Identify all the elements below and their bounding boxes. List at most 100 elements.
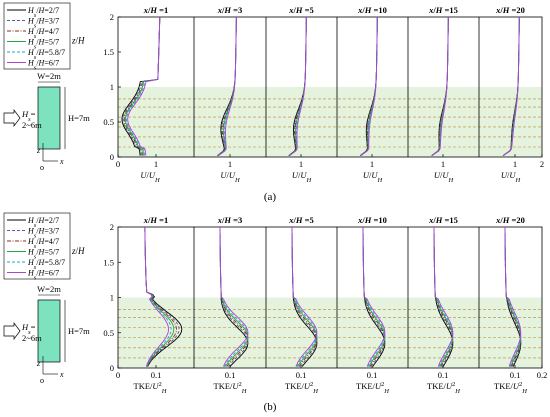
width-label: W=2m xyxy=(37,71,61,81)
series-line xyxy=(431,16,449,156)
x-tick-label: 0 xyxy=(116,159,120,169)
building-schematic-a: W=2m H=7m 2~6m zo x xyxy=(3,71,90,172)
y-tick-label: 0.5 xyxy=(103,117,114,127)
y-tick-label: 0.5 xyxy=(103,328,114,338)
x-label: x xyxy=(59,157,64,166)
x-tick-label: 1 xyxy=(441,159,445,169)
z-label: z xyxy=(36,359,41,368)
x-tick-label: 0.1 xyxy=(367,370,378,380)
x-axis-label: U/UH xyxy=(140,170,160,184)
caption-b: (b) xyxy=(264,401,277,413)
subplot-title: x/H =3 xyxy=(217,215,242,225)
height-label: H=7m xyxy=(68,326,90,336)
x-axis-label: TKE/U2H xyxy=(356,381,389,395)
subplot-title: x/H =1 xyxy=(143,215,168,225)
building-body xyxy=(37,86,61,150)
subplot-title: x/H =10 xyxy=(357,5,387,15)
x-tick-label: 0.1 xyxy=(296,370,307,380)
legend-box xyxy=(3,2,71,70)
panel-a: 0 0.5 1 1.5 2 0 1 1 1 1 1 1 2 xyxy=(103,12,544,169)
x-tick-label: 1 xyxy=(228,159,232,169)
x-tick-label: 0.1 xyxy=(510,370,521,380)
series-line xyxy=(127,16,161,156)
series-line xyxy=(360,16,378,156)
legend-label: Hs/H=5/7 xyxy=(27,38,59,51)
legend-label: Hs/H=6/7 xyxy=(27,269,59,282)
series-line xyxy=(218,17,237,156)
subplot-title: x/H =15 xyxy=(428,5,458,15)
legend-label: Hs/H=4/7 xyxy=(27,237,59,250)
x-tick-label: 1 xyxy=(370,159,374,169)
hs-label: Hs= xyxy=(21,322,36,336)
legend-label: Hs/H=6/7 xyxy=(27,59,59,72)
legend-a xyxy=(3,2,71,70)
subplot-title: x/H =3 xyxy=(217,5,242,15)
x-tick-label: 2 xyxy=(540,159,544,169)
y-tick-label: 1.5 xyxy=(103,47,114,57)
x-axis-label: TKE/U2H xyxy=(427,381,460,395)
series-line xyxy=(219,227,249,367)
y-axis-label: z/H xyxy=(71,36,85,46)
x-axis-label: U/UH xyxy=(501,170,521,184)
x-axis-label: TKE/U2H xyxy=(134,381,167,395)
legend-label: Hs/H=4/7 xyxy=(27,27,59,40)
x-axis-label: U/UH xyxy=(434,170,454,184)
building-body xyxy=(37,299,61,363)
subplot-title: x/H =5 xyxy=(288,215,313,225)
x-tick-label: 0.1 xyxy=(151,370,162,380)
subplot-title: x/H =20 xyxy=(495,5,525,15)
x-tick-label: 0.1 xyxy=(438,370,449,380)
y-tick-label: 2 xyxy=(110,222,114,232)
x-tick-label: 1 xyxy=(299,159,303,169)
y-tick-label: 1 xyxy=(110,293,114,303)
y-axis-label: z/H xyxy=(71,246,85,256)
subplot-title: x/H =1 xyxy=(143,5,168,15)
legend-label: Hs/H=2/7 xyxy=(27,216,59,229)
canopy-band xyxy=(118,87,542,157)
legend-label: Hs/H=3/7 xyxy=(27,227,59,240)
y-tick-label: 0 xyxy=(110,363,114,373)
subplot-title: x/H =20 xyxy=(495,215,525,225)
x-tick-label: 1 xyxy=(513,159,517,169)
series-line xyxy=(289,16,307,156)
legend-box xyxy=(3,212,71,280)
x-axis-label: TKE/U2H xyxy=(214,381,247,395)
hs-range-label: 2~6m xyxy=(22,120,42,130)
hs-label: Hs= xyxy=(21,109,36,123)
subplot-title: x/H =10 xyxy=(357,215,387,225)
series-line xyxy=(503,16,520,156)
canopy-band xyxy=(118,297,542,368)
series-line xyxy=(504,227,522,367)
series-line xyxy=(291,227,318,367)
caption-a: (a) xyxy=(264,191,277,203)
legend-label: Hs/H=5.8/7 xyxy=(27,48,65,61)
series-line xyxy=(433,227,454,367)
legend-label: Hs/H=3/7 xyxy=(27,17,59,30)
origin-label: o xyxy=(40,163,44,172)
width-label: W=2m xyxy=(37,284,61,294)
series-line xyxy=(431,16,449,156)
inflow-arrow-icon xyxy=(3,108,21,128)
x-label: x xyxy=(59,370,64,379)
x-tick-label: 0 xyxy=(116,370,120,380)
x-axis-label: TKE/U2H xyxy=(285,381,318,395)
y-tick-label: 0 xyxy=(110,152,114,162)
legend-b xyxy=(3,212,71,280)
y-tick-label: 1.5 xyxy=(103,257,114,267)
panel-b: 0 0.5 1 1.5 2 0 0.1 0.1 0.1 0.1 0.1 0.1 0.2 xyxy=(103,222,547,380)
subplot-title: x/H =5 xyxy=(288,5,313,15)
x-axis-label: TKE/U2H xyxy=(494,381,527,395)
x-tick-label: 1 xyxy=(154,159,158,169)
height-label: H=7m xyxy=(68,113,90,123)
x-axis-label: U/UH xyxy=(363,170,383,184)
origin-label: o xyxy=(40,376,44,385)
building-schematic-b: W=2m H=7m 2~6m zo x xyxy=(3,284,90,385)
z-label: z xyxy=(36,146,41,155)
series-line xyxy=(360,16,378,156)
series-line xyxy=(144,227,169,367)
x-tick-label: 0.1 xyxy=(225,370,236,380)
x-tick-label: 0.2 xyxy=(537,370,548,380)
x-axis-label: U/UH xyxy=(292,170,312,184)
subplot-title: x/H =15 xyxy=(428,215,458,225)
